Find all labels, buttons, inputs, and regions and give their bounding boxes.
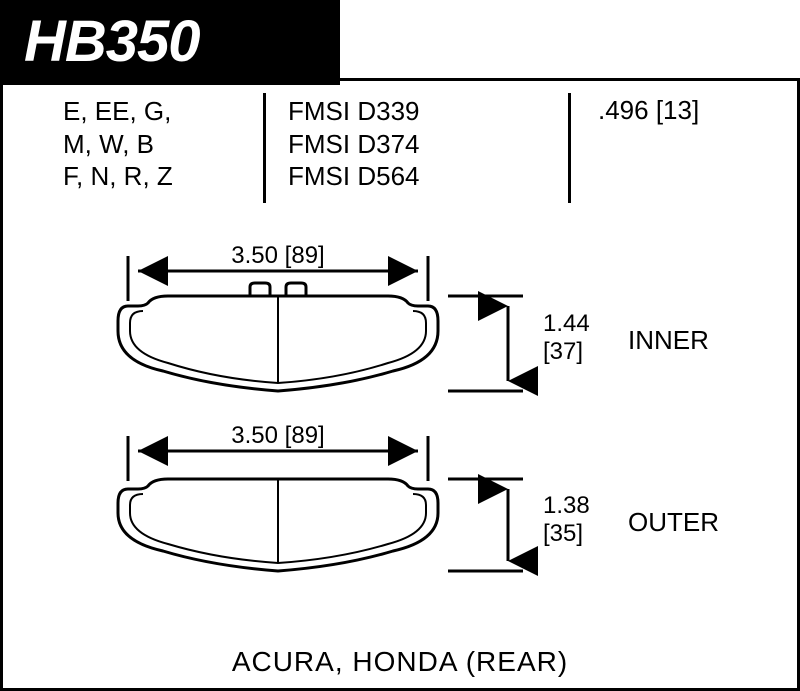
inner-pad-shape: 3.50 [89] 1.44 [37] INNER [118, 242, 709, 391]
part-number: HB350 [24, 8, 316, 75]
divider [263, 93, 266, 203]
divider [568, 93, 571, 203]
outer-label: OUTER [628, 507, 719, 537]
brake-pad-diagram: 3.50 [89] 1.44 [37] INNER 3.50 [89] [3, 231, 800, 661]
fmsi-line: FMSI D564 [288, 160, 420, 193]
outer-height-mm: 35 [550, 520, 577, 547]
compounds-line: E, EE, G, [63, 95, 173, 128]
application-label: ACURA, HONDA (REAR) [3, 646, 797, 678]
header-bar: HB350 [0, 0, 340, 85]
fmsi-line: FMSI D339 [288, 95, 420, 128]
outer-pad-shape: 3.50 [89] 1.38 [35] OUTER [118, 422, 719, 571]
inner-width-in: 3.50 [231, 242, 278, 269]
compounds-line: M, W, B [63, 128, 173, 161]
svg-text:[35]: [35] [543, 520, 583, 547]
spec-columns: E, EE, G, M, W, B F, N, R, Z [63, 95, 191, 193]
fmsi-codes: FMSI D339 FMSI D374 FMSI D564 [288, 95, 420, 193]
inner-label: INNER [628, 325, 709, 355]
inner-width-mm: 89 [291, 242, 318, 269]
compounds-line: F, N, R, Z [63, 160, 173, 193]
fmsi-line: FMSI D374 [288, 128, 420, 161]
svg-text:3.50 [89]: 3.50 [89] [231, 242, 324, 269]
outer-height-in: 1.38 [543, 492, 590, 519]
compound-codes: E, EE, G, M, W, B F, N, R, Z [63, 95, 191, 193]
thickness-spec: .496 [13] [598, 95, 699, 126]
inner-height-in: 1.44 [543, 310, 590, 337]
svg-text:3.50 [89]: 3.50 [89] [231, 422, 324, 449]
inner-height-mm: 37 [550, 338, 577, 365]
outer-width-in: 3.50 [231, 422, 278, 449]
svg-text:[37]: [37] [543, 338, 583, 365]
outer-width-mm: 89 [291, 422, 318, 449]
spec-frame: E, EE, G, M, W, B F, N, R, Z FMSI D339 F… [0, 78, 800, 691]
